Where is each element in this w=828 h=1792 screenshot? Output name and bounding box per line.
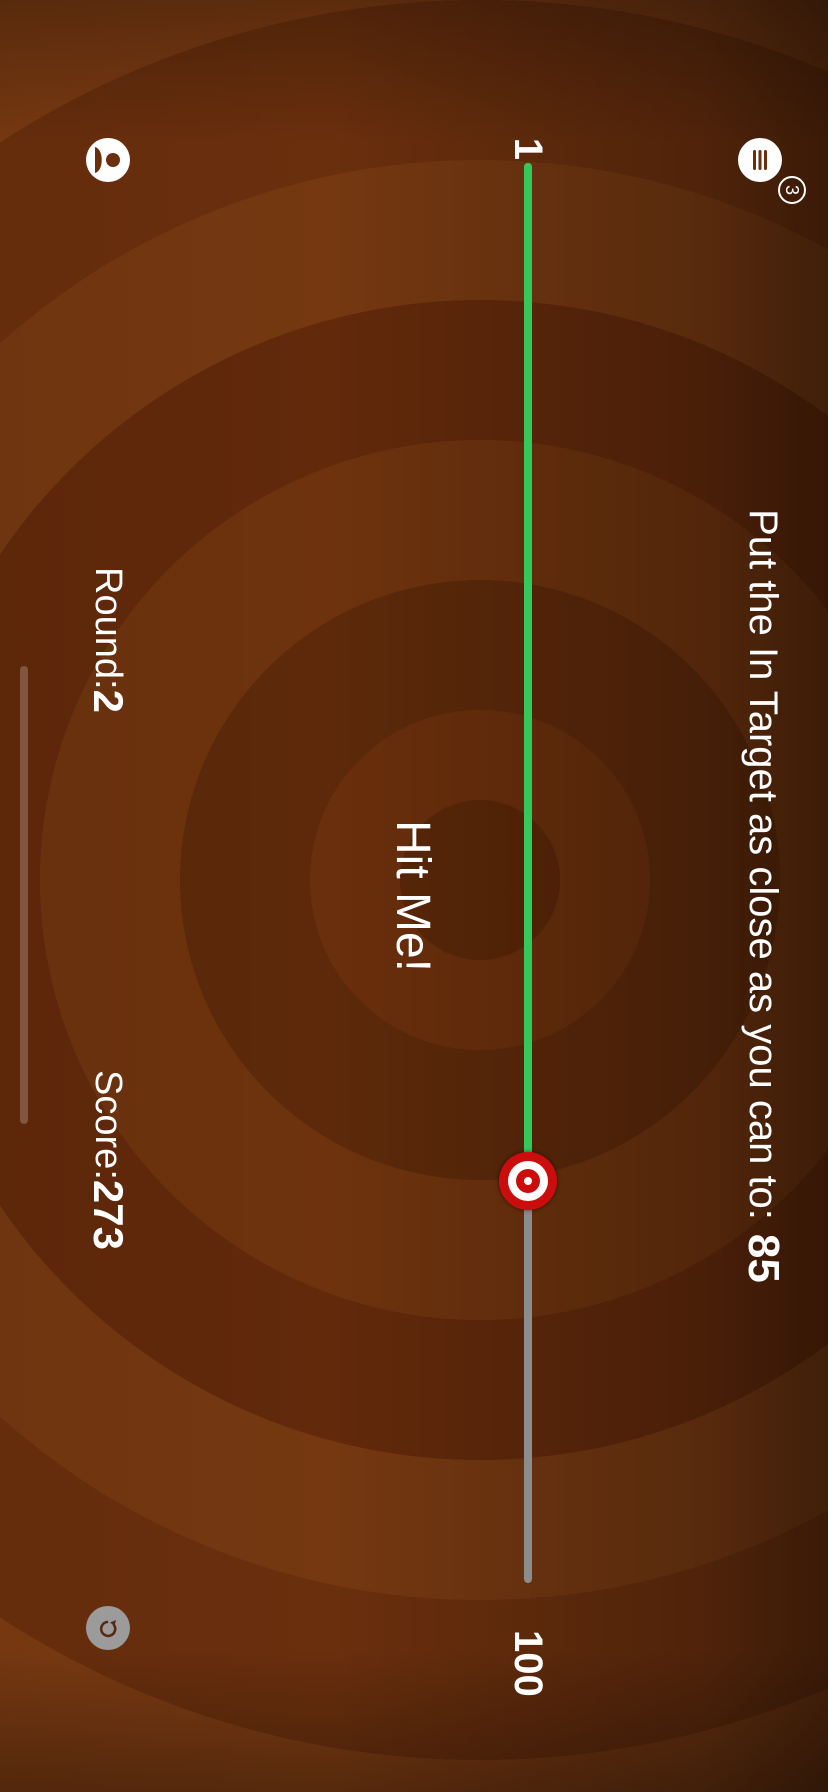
score-display: Score: 273 [78, 1010, 138, 1310]
list-icon [753, 150, 767, 170]
undo-icon [99, 1620, 117, 1638]
score-label: Score: [87, 1070, 130, 1180]
target-icon [508, 1161, 548, 1202]
person-icon [95, 147, 120, 173]
score-value: 273 [85, 1179, 132, 1250]
slider-max-label: 100 [506, 1630, 550, 1697]
menu-button[interactable] [738, 138, 782, 182]
instruction-text: Put the In Target as close as you can to… [698, 0, 828, 1792]
home-indicator [20, 666, 28, 1124]
target-value: 85 [739, 1233, 788, 1283]
hit-me-button[interactable]: Hit Me! [378, 796, 448, 996]
round-display: Round: 2 [78, 520, 138, 760]
slider-track[interactable] [524, 163, 532, 1583]
reset-button[interactable] [86, 1606, 130, 1650]
instruction-label: Put the In Target as close as you can to… [741, 509, 786, 1220]
profile-button[interactable] [86, 138, 130, 182]
slider-fill [524, 163, 532, 1182]
round-value: 2 [85, 689, 132, 713]
menu-badge: 3 [778, 176, 806, 204]
slider-thumb[interactable] [499, 1152, 557, 1211]
round-label: Round: [87, 567, 130, 690]
slider-min-label: 1 [506, 137, 550, 160]
